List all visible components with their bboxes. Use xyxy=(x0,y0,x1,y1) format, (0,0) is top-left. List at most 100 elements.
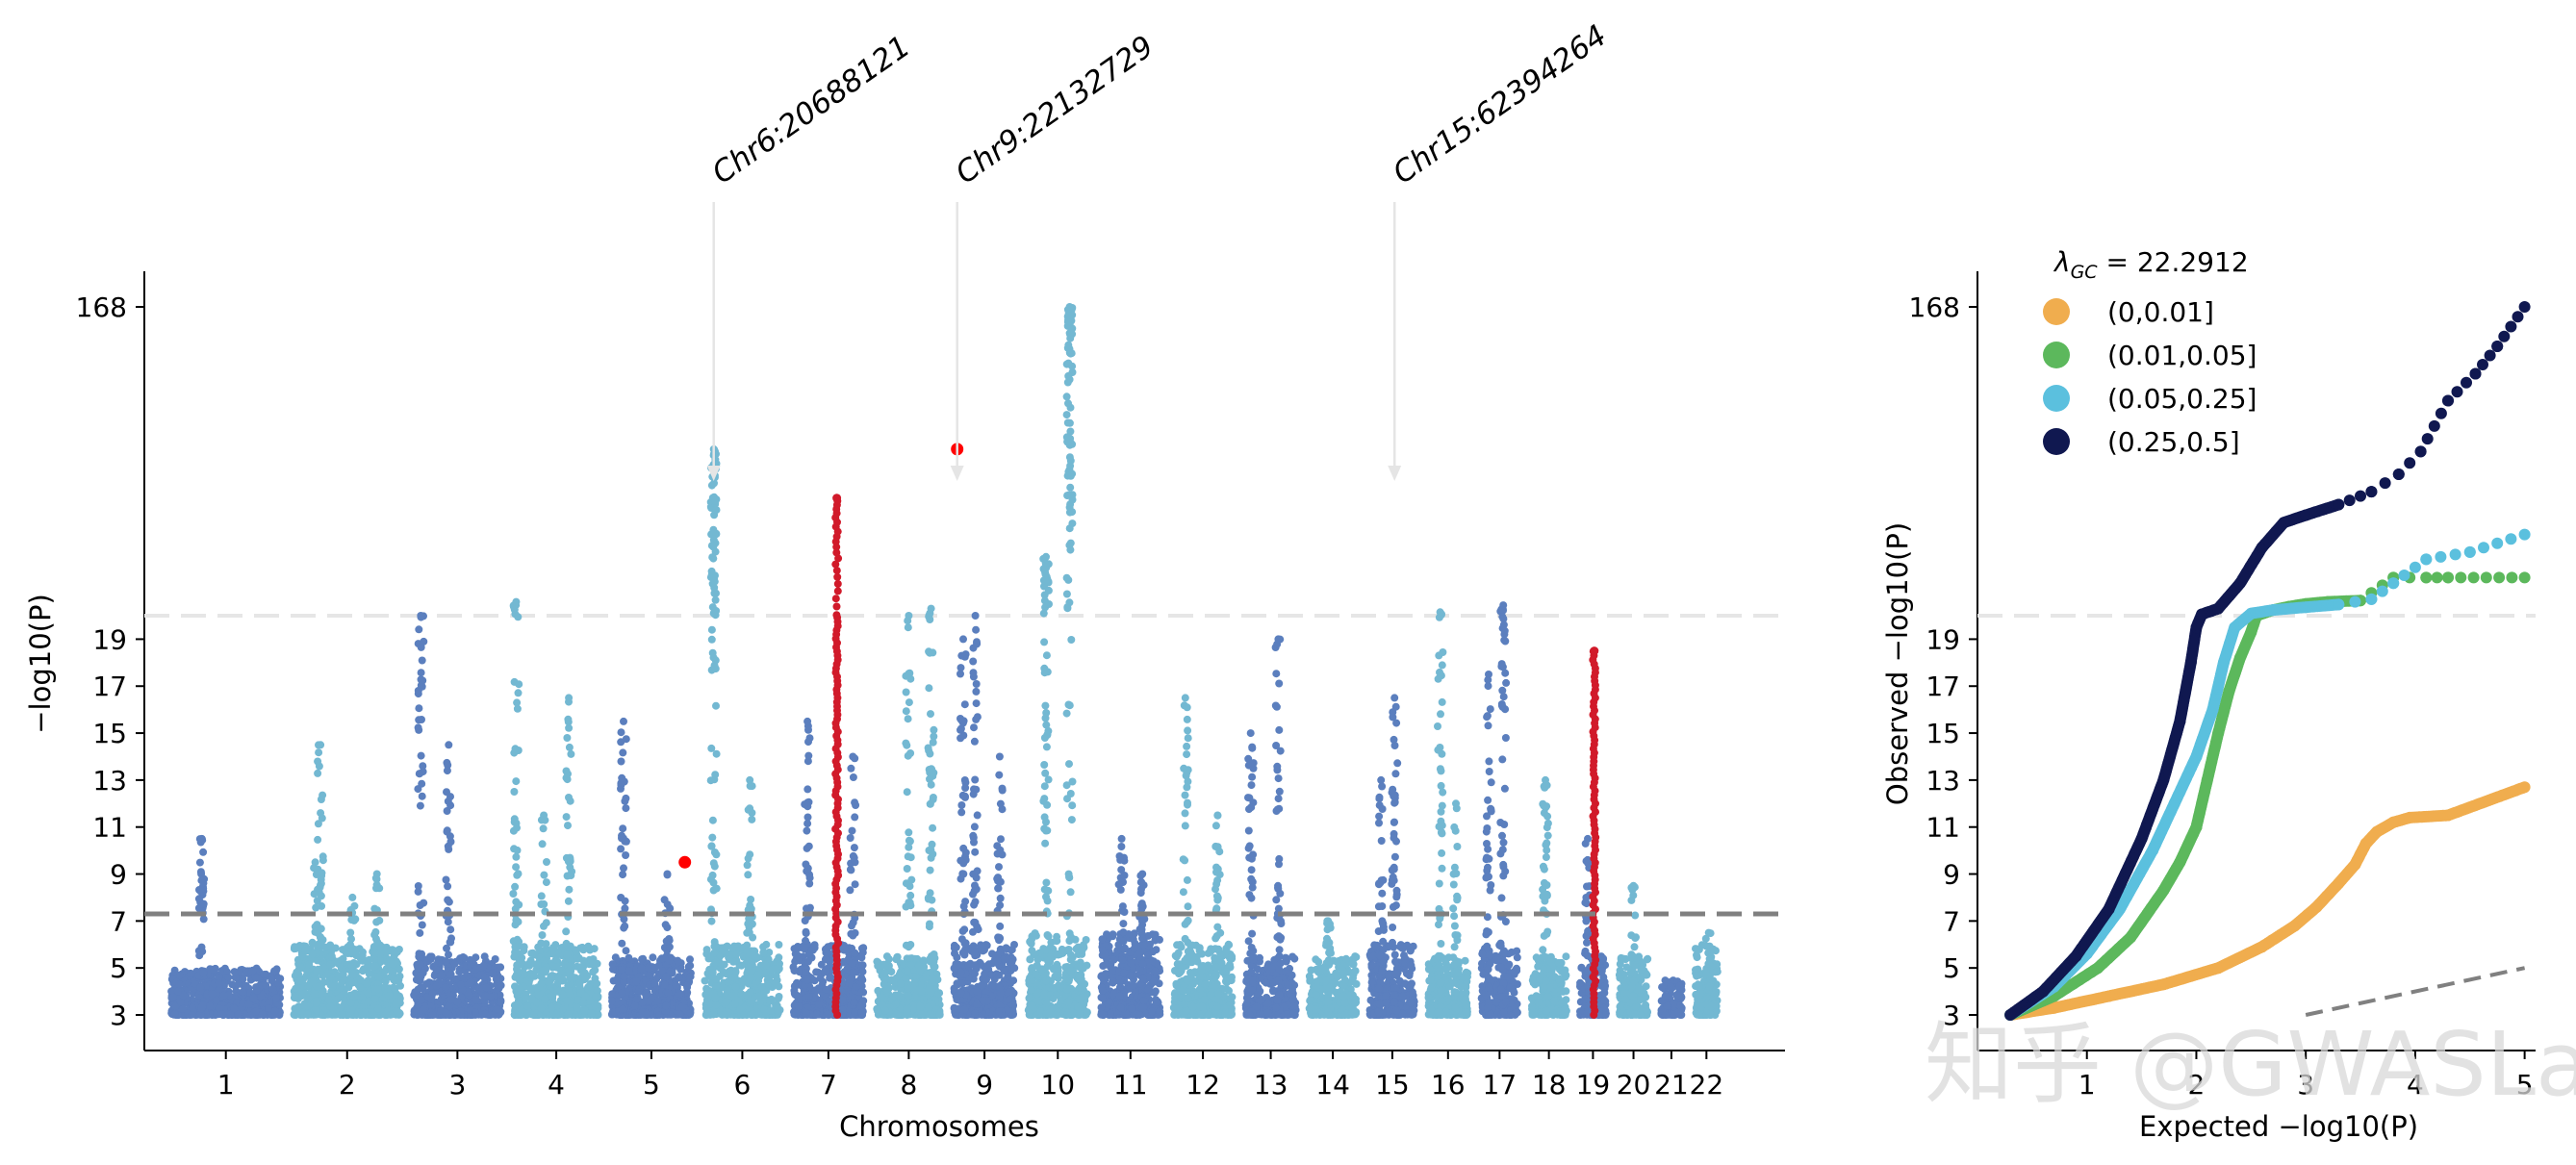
snp-point xyxy=(743,928,752,937)
manhattan-x-ticks: 1 2 3 4 5 6 7 8 9 10 11 12 13 14 15 16 17 18 19 20 21 22 xyxy=(217,1051,1723,1101)
snp-point xyxy=(553,987,562,996)
snp-point xyxy=(537,1004,546,1013)
x-tick-label: 8 xyxy=(900,1069,917,1101)
snp-point xyxy=(432,981,441,990)
snp-point xyxy=(215,979,223,988)
snp-point xyxy=(619,871,627,879)
y-tick-label: 9 xyxy=(110,859,127,891)
snp-point xyxy=(418,996,426,1004)
snp-point xyxy=(708,816,717,824)
snp-point xyxy=(790,982,799,991)
snp-point xyxy=(512,777,521,786)
snp-point xyxy=(416,972,424,980)
snp-point xyxy=(541,995,549,1003)
snp-point xyxy=(593,979,601,988)
snp-point xyxy=(707,917,716,925)
snp-point xyxy=(618,939,626,948)
snp-point xyxy=(445,741,453,749)
snp-point xyxy=(567,749,575,758)
snp-point xyxy=(563,950,572,959)
y-tick-label: 7 xyxy=(110,905,127,937)
snp-point xyxy=(173,987,182,996)
snp-point xyxy=(442,957,450,966)
snp-point xyxy=(416,801,424,810)
snp-point xyxy=(219,991,228,1000)
snp-point xyxy=(442,875,450,884)
snp-point xyxy=(804,751,813,760)
snp-point xyxy=(523,1001,531,1010)
snp-point xyxy=(444,882,452,891)
snp-point xyxy=(226,1010,235,1019)
snp-point xyxy=(565,694,574,702)
snp-point xyxy=(846,834,854,842)
snp-point xyxy=(312,903,320,912)
snp-point xyxy=(858,968,867,976)
snp-point xyxy=(743,991,752,1000)
snp-point xyxy=(729,992,738,1000)
snp-point xyxy=(686,973,695,981)
snp-point xyxy=(709,542,718,550)
snp-point xyxy=(617,728,625,737)
snp-point xyxy=(858,949,867,957)
snp-point xyxy=(720,1010,728,1019)
snp-point xyxy=(536,946,544,954)
snp-point xyxy=(621,837,629,846)
snp-point xyxy=(880,980,888,988)
snp-point xyxy=(446,996,455,1004)
snp-point xyxy=(731,983,740,991)
snp-point xyxy=(769,965,778,974)
snp-point xyxy=(632,977,641,986)
snp-point xyxy=(432,965,441,974)
snp-point xyxy=(315,762,323,771)
snp-point xyxy=(772,979,780,988)
snp-point xyxy=(849,752,857,761)
snp-point xyxy=(188,1010,196,1019)
snp-point xyxy=(311,858,319,867)
snp-point xyxy=(446,793,454,801)
snp-point xyxy=(514,613,523,621)
snp-point xyxy=(417,612,425,620)
snp-point xyxy=(708,603,717,612)
snp-point xyxy=(295,976,304,985)
snp-point xyxy=(521,970,529,978)
snp-point xyxy=(450,959,459,968)
snp-point xyxy=(776,959,783,968)
snp-point xyxy=(428,1011,437,1019)
snp-point xyxy=(645,972,653,979)
snp-point xyxy=(479,962,488,971)
snp-point xyxy=(443,767,451,775)
snp-point xyxy=(740,1010,748,1019)
snp-point xyxy=(234,980,242,988)
snp-point xyxy=(708,968,717,976)
snp-point xyxy=(767,1007,775,1015)
snp-point xyxy=(565,885,574,894)
snp-point xyxy=(847,764,855,772)
snp-point xyxy=(315,748,323,757)
snp-point xyxy=(712,1000,721,1009)
snp-point xyxy=(317,741,325,749)
snp-point xyxy=(622,804,630,813)
snp-point xyxy=(415,625,423,634)
snp-point xyxy=(370,962,379,971)
snp-point xyxy=(579,956,588,965)
snp-point xyxy=(540,966,548,975)
y-tick-label: 17 xyxy=(92,671,127,702)
snp-point xyxy=(375,916,384,924)
snp-point xyxy=(381,977,390,985)
snp-point xyxy=(364,989,372,998)
snp-point xyxy=(761,961,770,970)
snp-point xyxy=(215,974,223,982)
snp-point xyxy=(803,975,811,984)
snp-point xyxy=(239,999,246,1007)
snp-point xyxy=(710,949,719,957)
snp-point xyxy=(743,861,752,870)
snp-point xyxy=(194,895,203,903)
snp-point xyxy=(802,936,809,945)
snp-point xyxy=(370,955,378,964)
snp-point xyxy=(637,964,646,973)
snp-point xyxy=(838,996,847,1004)
snp-point xyxy=(745,979,752,988)
snp-point xyxy=(419,984,427,993)
snp-point xyxy=(189,1003,196,1012)
snp-point xyxy=(848,974,856,982)
